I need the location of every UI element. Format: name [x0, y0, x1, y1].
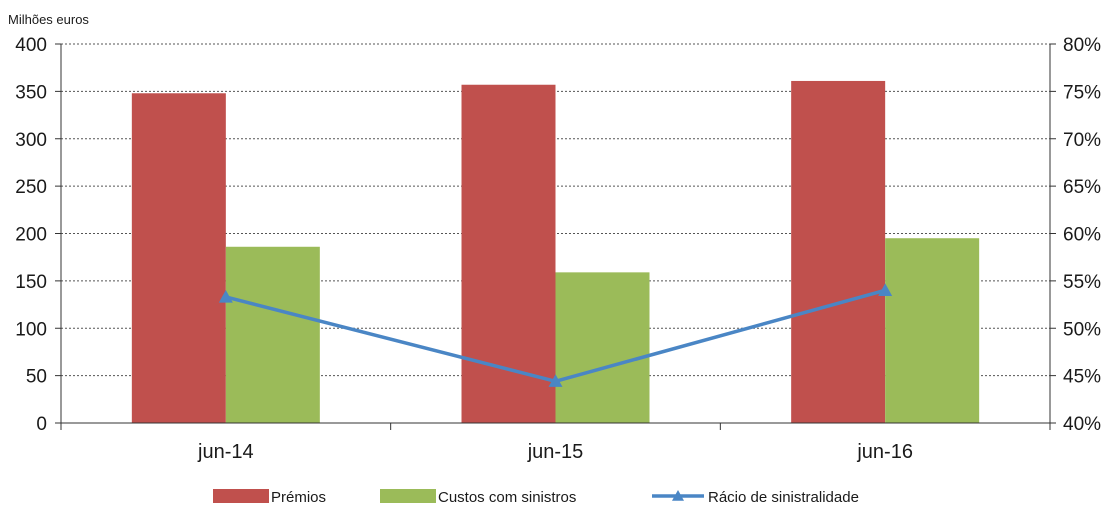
y-left-tick-label: 250: [15, 177, 47, 198]
bar-premios: [461, 84, 556, 424]
y-right-tick-label: 75%: [1063, 82, 1101, 103]
ratio-point: [218, 289, 233, 303]
bar-custos: [225, 246, 320, 423]
bar-custos: [885, 238, 980, 423]
legend-swatch: [380, 489, 436, 503]
x-tick-label: jun-15: [527, 441, 584, 463]
y-left-tick-label: 150: [15, 272, 47, 293]
y-right-tick-label: 50%: [1063, 319, 1101, 340]
y-right-tick-label: 45%: [1063, 367, 1101, 388]
y-right-tick-label: 80%: [1063, 35, 1101, 56]
bar-premios: [791, 80, 886, 423]
bar-custos: [555, 272, 650, 423]
y-left-tick-label: 400: [15, 35, 47, 56]
y-right-tick-label: 60%: [1063, 225, 1101, 246]
y-left-tick-label: 300: [15, 130, 47, 151]
x-tick-label: jun-16: [856, 441, 913, 463]
y-left-tick-label: 200: [15, 225, 47, 246]
legend-label: Custos com sinistros: [438, 489, 576, 506]
y-left-tick-label: 350: [15, 82, 47, 103]
y-left-tick-label: 0: [36, 414, 47, 435]
ratio-point: [878, 283, 893, 296]
y-right-tick-label: 40%: [1063, 414, 1101, 435]
legend-marker: [672, 490, 684, 501]
x-tick-label: jun-14: [197, 441, 254, 463]
ratio-point: [548, 374, 563, 387]
legend-label: Rácio de sinistralidade: [708, 489, 859, 506]
y-left-tick-label: 100: [15, 319, 47, 340]
y-right-tick-label: 55%: [1063, 272, 1101, 293]
bar-premios: [131, 93, 226, 424]
y-right-tick-label: 65%: [1063, 177, 1101, 198]
y-left-tick-label: 50: [26, 367, 47, 388]
legend-swatch: [213, 489, 269, 503]
y-axis-unit-label: Milhões euros: [8, 12, 89, 27]
legend-label: Prémios: [271, 489, 326, 506]
y-right-tick-label: 70%: [1063, 130, 1101, 151]
